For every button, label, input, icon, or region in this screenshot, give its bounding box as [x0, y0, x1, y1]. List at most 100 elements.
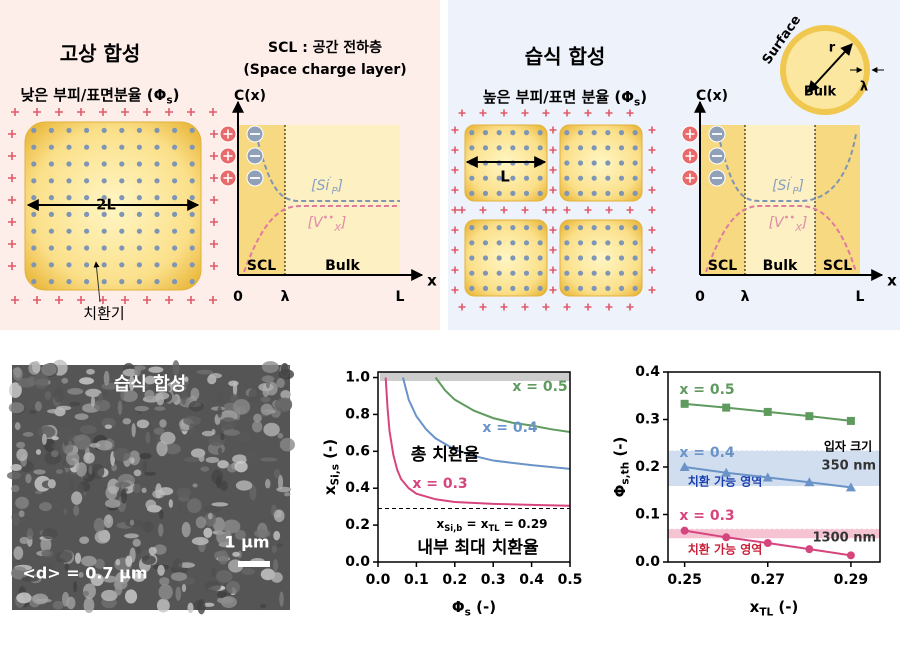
sem-grain — [192, 483, 198, 488]
x-tick-label: 0.29 — [834, 572, 869, 588]
plus-sign — [165, 108, 173, 116]
dopant-dot — [482, 130, 489, 136]
dopant-pointer — [93, 261, 101, 303]
sem-grain — [73, 581, 78, 593]
sem-grain — [179, 391, 189, 401]
sem-grain — [183, 456, 202, 463]
plus-sign — [648, 286, 656, 294]
sem-grain — [159, 419, 167, 428]
sem-grain — [178, 562, 195, 569]
series-label: x = 0.3 — [412, 476, 467, 492]
dopant-dot — [482, 285, 489, 291]
sem-grain — [284, 492, 291, 497]
dopant-dot — [31, 279, 37, 285]
plus-sign — [8, 174, 16, 182]
dopant-dot — [577, 225, 584, 231]
y-axis-label-part: Si,s — [329, 464, 341, 485]
sem-grain — [14, 422, 21, 431]
sem-grain — [260, 457, 278, 462]
sem-grain — [177, 503, 182, 514]
dopant-dot — [618, 130, 625, 136]
dopant-dot — [31, 245, 37, 251]
plus-sign — [11, 296, 19, 304]
dopant-dot — [48, 144, 55, 150]
inset-r: r — [829, 41, 836, 56]
profile-x-axis: x — [427, 272, 437, 290]
sem-grain — [181, 398, 186, 405]
dopant-dot — [469, 130, 475, 136]
sem-grain — [115, 558, 121, 566]
sem-grain — [122, 368, 139, 377]
sem-grain — [226, 463, 238, 473]
sem-grain — [131, 423, 136, 438]
dopant-dot — [523, 225, 530, 231]
sem-grain — [142, 460, 148, 474]
plus-sign — [77, 296, 85, 304]
sem-grain — [134, 366, 142, 377]
annotation: 총 치환율 — [411, 445, 480, 465]
dimension-label: 2L — [96, 196, 116, 214]
sem-grain — [279, 591, 284, 607]
dopant-dot — [618, 190, 625, 196]
plus-sign — [8, 152, 16, 160]
dopant-dot — [136, 144, 142, 150]
plus-sign — [500, 303, 508, 311]
plus-sign — [143, 108, 151, 116]
plus-sign — [648, 266, 656, 274]
dopant-dot — [510, 175, 516, 181]
dopant-dot — [591, 175, 597, 181]
dopant-dot — [48, 178, 55, 184]
sem-grain — [213, 517, 226, 533]
sem-grain — [153, 544, 167, 555]
sem-grain — [6, 471, 22, 480]
solid-phi-part: 낮은 부피/표면분율 (Φ — [20, 86, 166, 104]
marker — [805, 412, 814, 421]
plus-sign — [626, 109, 634, 117]
dopant-dot — [577, 145, 584, 151]
dopant-dot — [605, 255, 611, 261]
dopant-dot — [469, 190, 475, 196]
sem-grain — [135, 545, 141, 554]
dopant-dot — [523, 130, 530, 136]
sem-grain — [104, 424, 113, 430]
sem-grain — [280, 389, 291, 400]
dopant-dot — [119, 178, 125, 184]
sem-grain — [66, 596, 76, 610]
solid-phi-part: ) — [173, 86, 180, 104]
x-axis-label-part: TL — [759, 606, 773, 618]
dopant-dot — [632, 240, 638, 246]
plus-sign — [584, 206, 592, 214]
sem-grain — [130, 457, 135, 464]
sem-grain — [61, 549, 73, 562]
plus-sign — [458, 206, 466, 214]
sem-grain — [132, 572, 143, 578]
dopant-dot — [84, 127, 90, 133]
sem-grain — [117, 400, 123, 415]
plus-sign — [549, 146, 557, 154]
x-axis-label-part: x — [750, 598, 760, 616]
vacancy-label-part: ] — [801, 215, 807, 231]
series-label: x = 0.4 — [679, 445, 735, 461]
sem-grain — [251, 420, 263, 433]
region-label: SCL — [708, 258, 737, 274]
dopant-dot — [136, 211, 142, 217]
sem-grain — [188, 423, 195, 436]
sem-grain — [120, 385, 125, 401]
series-label: x = 0.3 — [679, 508, 734, 524]
plus-sign — [542, 109, 550, 117]
sem-grain — [211, 428, 216, 435]
dopant-dot — [469, 145, 475, 151]
dopant-dot — [136, 245, 142, 251]
dopant-dot — [189, 144, 195, 150]
marker — [763, 407, 772, 416]
plus-sign — [55, 296, 63, 304]
annotation: 입자 크기 — [824, 439, 872, 454]
dopant-dot — [48, 262, 55, 268]
sem-grain — [272, 559, 279, 572]
dopant-dot — [469, 270, 475, 276]
plus-sign — [121, 296, 129, 304]
dopant-dot — [618, 160, 625, 166]
dopant-dot — [564, 190, 570, 196]
x-tick-label: 0.1 — [404, 572, 429, 588]
marker — [846, 416, 855, 425]
